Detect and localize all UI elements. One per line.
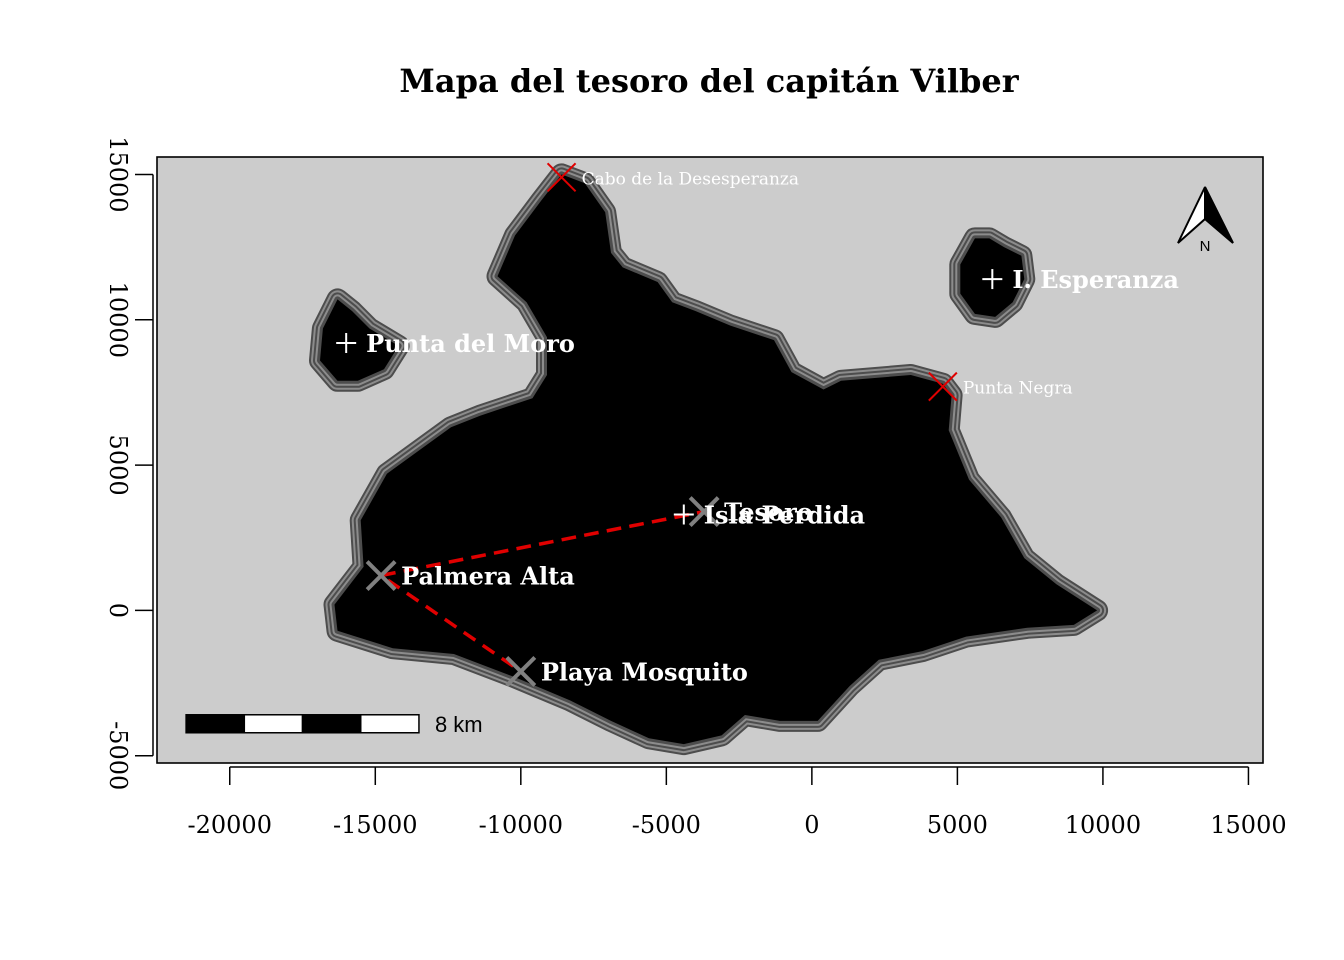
x-tick-label: 5000 (927, 811, 988, 839)
place-label-i-esperanza: I. Esperanza (1012, 265, 1179, 294)
cross-stroke (505, 656, 537, 687)
cross-stroke (688, 496, 720, 528)
island-punta-del-moro (309, 288, 410, 392)
land-fill (334, 174, 1098, 745)
y-tick-label: -5000 (104, 721, 132, 790)
scale-bar-segment (243, 714, 304, 734)
cape-label-punta-negra: Punta Negra (963, 379, 1073, 399)
scale-bar-segment (359, 714, 420, 734)
cross-stroke (546, 162, 577, 193)
treasure-marker-playa-mosquito (505, 656, 537, 687)
scale-bar-segment (301, 714, 362, 734)
label-point-plus-i-esperanza (982, 269, 1003, 290)
place-label-punta-del-moro: Punta del Moro (366, 329, 575, 358)
label-point-plus-punta-del-moro (336, 333, 357, 354)
cape-label-cabo-de-la-desesperanza: Cabo de la Desesperanza (582, 169, 799, 189)
north-arrow-label: N (1200, 238, 1211, 255)
treasure-label-palmera-alta: Palmera Alta (401, 562, 575, 591)
treasure-label-tesoro: Tesoro (724, 498, 813, 527)
x-tick-label: -20000 (188, 811, 272, 839)
scale-bar-label: 8 km (435, 712, 483, 737)
treasure-route-line (376, 509, 705, 673)
y-axis: -5000 0 5000 10000 15000 (104, 136, 154, 790)
x-tick-label: 15000 (1210, 811, 1286, 839)
x-tick-label: 0 (804, 811, 819, 839)
map-panel: Punta del Moro I. Esperanza Isla Perdida Ca… (156, 156, 1264, 764)
island-isla-perdida (323, 163, 1109, 756)
island-i-esperanza (949, 227, 1036, 328)
x-axis: -20000 -15000 -10000 -5000 0 5000 10000 15000 (188, 766, 1287, 839)
x-tick-label: -15000 (333, 811, 417, 839)
route-layer (376, 509, 705, 673)
place-label-isla-perdida: Isla Perdida (704, 500, 865, 529)
cape-marker-punta-negra (928, 371, 958, 402)
markers-layer (336, 162, 1003, 687)
labels-layer: Punta del Moro I. Esperanza Isla Perdida Ca… (366, 169, 1179, 686)
x-tick-label: -10000 (479, 811, 563, 839)
cross-stroke (365, 560, 397, 591)
label-point-plus-isla-perdida (673, 504, 694, 525)
treasure-marker-palmera-alta (365, 560, 397, 591)
y-tick-label: 0 (104, 603, 132, 618)
map-panel-border (156, 156, 1264, 764)
x-tick-label: 10000 (1065, 811, 1141, 839)
north-arrow-right-half (1204, 186, 1234, 244)
scale-bar: 8 km (185, 712, 483, 737)
cape-marker-cabo-de-la-desesperanza (546, 162, 577, 193)
land-fill (320, 299, 399, 381)
x-tick-label: -5000 (632, 811, 701, 839)
y-tick-label: 5000 (104, 435, 132, 496)
north-arrow-icon: N (1177, 186, 1234, 255)
y-tick-label: 10000 (104, 282, 132, 358)
map-title: Mapa del tesoro del capitán Vilber (399, 62, 1019, 100)
y-tick-label: 15000 (104, 136, 132, 212)
treasure-marker-tesoro (688, 496, 720, 528)
scale-bar-segment (185, 714, 246, 734)
treasure-label-playa-mosquito: Playa Mosquito (541, 657, 748, 686)
islands-layer (309, 163, 1109, 756)
cross-stroke (928, 371, 958, 402)
